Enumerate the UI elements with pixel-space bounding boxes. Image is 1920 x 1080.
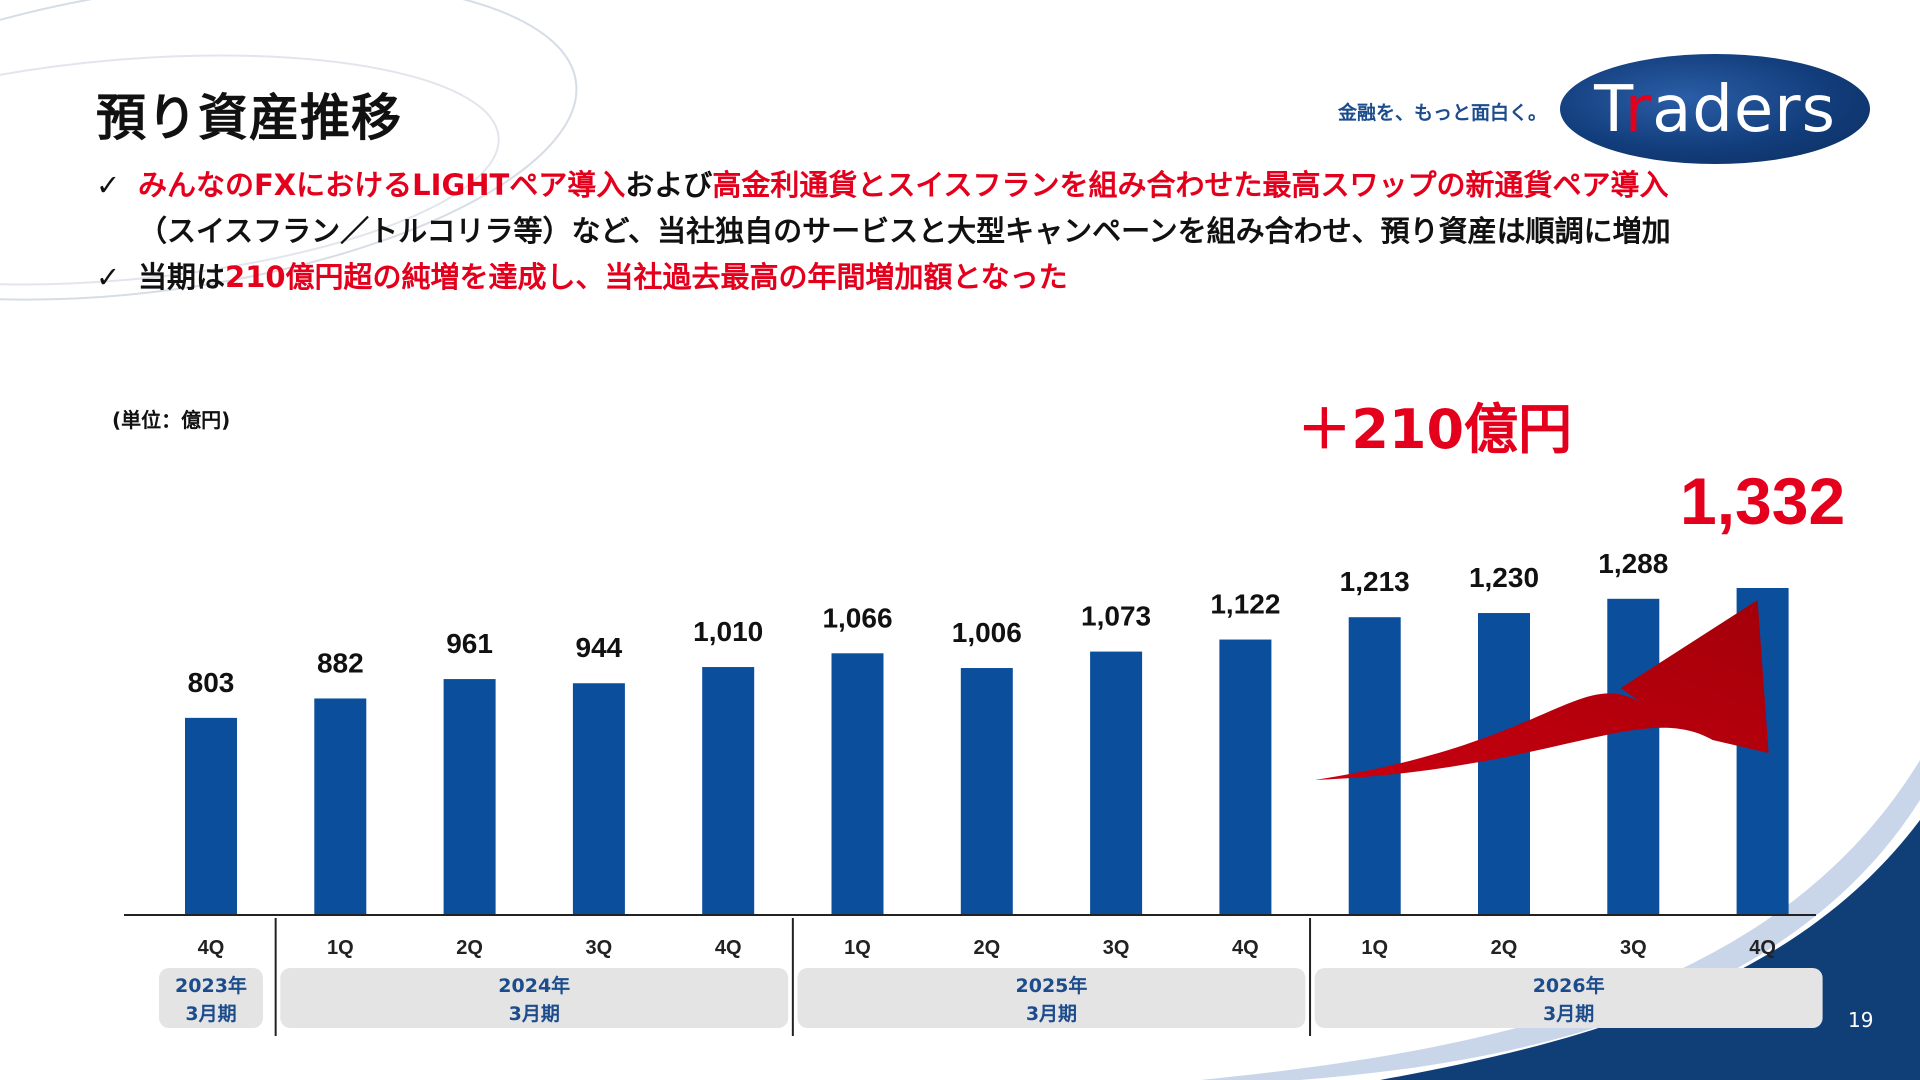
bar-value-label: 1,230	[1469, 562, 1539, 593]
bar	[572, 683, 625, 915]
logo-letters-aders: aders	[1652, 73, 1836, 147]
period-box	[280, 968, 789, 1028]
orbit-line	[0, 0, 578, 301]
company-logo: 金融を、もっと面白く。 Traders	[1330, 50, 1870, 170]
x-tick-label: 4Q	[1232, 937, 1259, 959]
bar	[314, 698, 367, 915]
bar-value-label: 1,006	[952, 617, 1022, 648]
increase-annotation: ＋210億円	[1297, 398, 1572, 461]
logo-wordmark: Traders	[1560, 60, 1870, 160]
logo-letter-r: r	[1624, 73, 1653, 147]
bullet-1-continued: （スイスフラン／トルコリラ等）など、当社独自のサービスと大型キャンペーンを組み合…	[138, 214, 1671, 248]
bar	[1219, 639, 1272, 915]
bullet-1-highlight-2: 高金利通貨とスイスフランを組み合わせた最高スワップの新通貨ペア導入	[712, 168, 1669, 202]
bullet-1: ✓ みんなのFXにおけるLIGHTペア導入および高金利通貨とスイスフランを組み合わ…	[96, 162, 1876, 208]
bar-value-label: 961	[446, 628, 493, 659]
bar	[185, 717, 237, 915]
bar	[702, 667, 755, 915]
check-icon: ✓	[96, 168, 121, 202]
x-tick-label: 4Q	[1749, 937, 1776, 959]
bar-value-label: 1,288	[1598, 548, 1668, 579]
bar-value-label: 1,066	[822, 602, 892, 633]
check-icon: ✓	[96, 260, 121, 294]
bullet-2: ✓ 当期は210億円超の純増を達成し、当社過去最高の年間増加額となった	[96, 254, 1876, 300]
bar-value-label: 1,073	[1081, 601, 1151, 632]
bullet-1-text: および	[625, 168, 713, 202]
bar	[1607, 598, 1660, 915]
bar	[443, 679, 496, 915]
bar-value-label: 944	[576, 632, 623, 663]
period-box	[159, 968, 263, 1028]
x-tick-label: 4Q	[715, 937, 742, 959]
growth-arrow-icon	[1314, 599, 1769, 780]
x-tick-label: 2Q	[456, 937, 483, 959]
bar-value-label: 803	[188, 667, 235, 698]
bar-value-label-highlight: 1,332	[1680, 464, 1845, 538]
bar	[1090, 651, 1143, 915]
x-tick-label: 2Q	[973, 937, 1000, 959]
period-year-label: 2025年	[1016, 974, 1088, 997]
x-tick-label: 1Q	[844, 937, 871, 959]
x-tick-label: 2Q	[1491, 937, 1518, 959]
x-tick-label: 1Q	[327, 937, 354, 959]
bullet-2-highlight: 210億円超の純増を達成し、当社過去最高の年間増加額となった	[225, 260, 1068, 294]
bar-value-label: 882	[317, 647, 364, 678]
logo-letter-t: T	[1594, 73, 1625, 147]
page-title: 預り資産推移	[96, 89, 402, 147]
bullet-2-text: 当期は	[138, 260, 226, 294]
unit-label: (単位：億円)	[112, 408, 231, 432]
period-term-label: 3月期	[509, 1003, 560, 1025]
x-tick-label: 3Q	[586, 937, 613, 959]
period-term-label: 3月期	[185, 1003, 236, 1025]
orbit-line	[0, 54, 500, 286]
bar-value-label: 1,122	[1210, 589, 1280, 620]
period-year-label: 2026年	[1533, 974, 1605, 997]
page-number: 19	[1848, 1008, 1874, 1032]
x-tick-label: 3Q	[1620, 937, 1647, 959]
bar-value-label: 1,213	[1340, 566, 1410, 597]
bar	[960, 668, 1013, 915]
period-box	[797, 968, 1306, 1028]
period-term-label: 3月期	[1026, 1003, 1077, 1025]
x-tick-label: 3Q	[1103, 937, 1130, 959]
period-box	[1314, 968, 1823, 1028]
x-tick-label: 4Q	[198, 937, 225, 959]
bullet-1-highlight-1: みんなのFXにおけるLIGHTペア導入	[138, 168, 626, 202]
bar-value-label: 1,010	[693, 616, 763, 647]
period-year-label: 2024年	[498, 974, 570, 997]
period-term-label: 3月期	[1543, 1003, 1594, 1025]
period-year-label: 2023年	[175, 974, 247, 997]
x-tick-label: 1Q	[1361, 937, 1388, 959]
bar	[831, 653, 884, 915]
logo-oval	[1560, 54, 1870, 164]
summary-bullets: ✓ みんなのFXにおけるLIGHTペア導入および高金利通貨とスイスフランを組み合わ…	[96, 162, 1876, 300]
bar	[1478, 613, 1530, 915]
logo-tagline: 金融を、もっと面白く。	[1338, 102, 1548, 124]
